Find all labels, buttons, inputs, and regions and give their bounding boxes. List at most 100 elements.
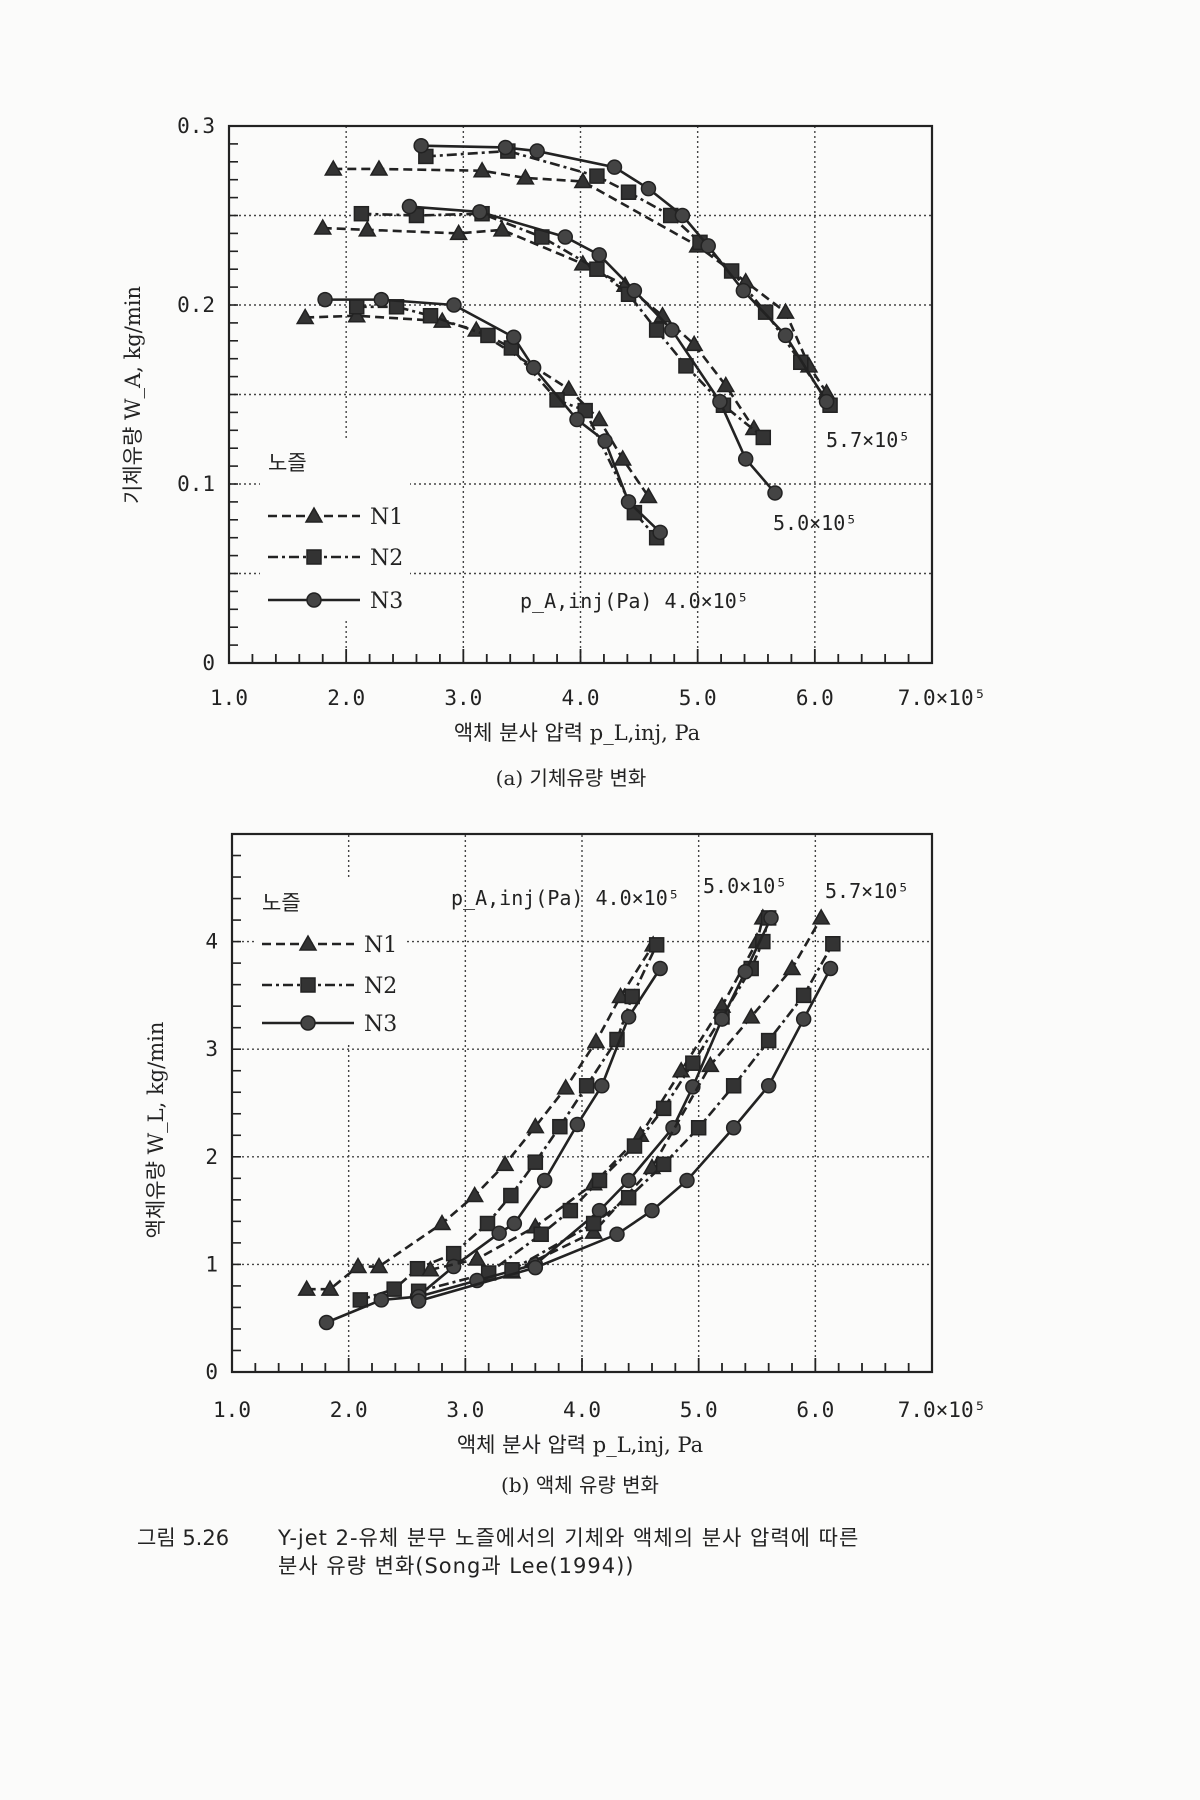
x-tick-label: 3.0 bbox=[446, 1398, 484, 1422]
x-tick-label: 3.0 bbox=[444, 686, 482, 710]
pressure-annotation: p_A,inj(Pa) 4.0×10⁵ bbox=[451, 886, 680, 910]
data-point bbox=[591, 1172, 608, 1189]
data-point bbox=[525, 359, 542, 376]
panel-label: (b) 액체 유량 변화 bbox=[501, 1473, 659, 1497]
data-point bbox=[811, 908, 831, 925]
data-point bbox=[347, 306, 367, 323]
data-point bbox=[760, 1078, 777, 1094]
data-point bbox=[609, 1226, 625, 1243]
data-point bbox=[818, 393, 835, 410]
data-point bbox=[557, 229, 574, 245]
series-line bbox=[421, 144, 828, 403]
data-point bbox=[620, 494, 637, 510]
data-point bbox=[725, 1078, 742, 1094]
legend-title: 노즐 bbox=[262, 891, 301, 915]
data-point bbox=[578, 1078, 595, 1094]
series-line bbox=[359, 944, 658, 1302]
y-tick-label: 1 bbox=[205, 1252, 218, 1276]
data-point bbox=[620, 1172, 637, 1189]
pressure-annotation: 5.7×10⁵ bbox=[826, 428, 910, 452]
data-point bbox=[644, 1202, 660, 1219]
legend: 노즐 N1 N2 N3 bbox=[254, 880, 404, 1043]
data-point bbox=[479, 1215, 496, 1232]
legend: 노즐 N1 N2 N3 bbox=[260, 440, 410, 620]
data-point bbox=[655, 1100, 672, 1117]
data-point bbox=[467, 1249, 487, 1266]
x-axis-label: 액체 분사 압력 p_L,inj, Pa bbox=[454, 721, 700, 745]
data-point bbox=[585, 1215, 602, 1232]
series-n2 bbox=[504, 936, 841, 1278]
data-point bbox=[655, 1156, 672, 1173]
data-point bbox=[369, 1257, 389, 1274]
series-n1 bbox=[295, 306, 658, 504]
data-point bbox=[757, 304, 774, 320]
legend-title: 노즐 bbox=[268, 451, 307, 475]
data-point bbox=[556, 1078, 575, 1095]
data-point bbox=[620, 1189, 637, 1206]
legend-marker bbox=[304, 506, 324, 523]
data-point bbox=[589, 261, 605, 277]
data-point bbox=[533, 1226, 549, 1243]
data-point bbox=[446, 297, 462, 313]
data-point bbox=[492, 220, 512, 237]
figure-number: 그림 5.26 bbox=[137, 1526, 230, 1550]
legend-label: N1 bbox=[370, 505, 403, 530]
data-point bbox=[318, 1314, 335, 1331]
data-point bbox=[552, 1118, 568, 1135]
y-tick-label: 0.2 bbox=[177, 293, 215, 317]
data-point bbox=[495, 1154, 515, 1172]
data-point bbox=[767, 485, 783, 501]
data-point bbox=[684, 334, 704, 352]
data-point bbox=[589, 168, 605, 184]
series-n3 bbox=[410, 960, 839, 1309]
data-point bbox=[624, 988, 640, 1005]
data-point bbox=[506, 1215, 523, 1232]
data-point bbox=[465, 1186, 484, 1203]
x-tick-label: 5.0 bbox=[680, 1398, 718, 1422]
data-point bbox=[737, 963, 754, 980]
x-tick-label: 7.0×10⁵ bbox=[898, 1398, 987, 1422]
data-point bbox=[648, 322, 665, 338]
series-line bbox=[333, 167, 828, 394]
data-point bbox=[569, 411, 585, 428]
data-point bbox=[386, 1281, 402, 1297]
data-point bbox=[480, 327, 496, 344]
x-tick-label: 1.0 bbox=[210, 686, 248, 710]
y-tick-label: 0.1 bbox=[177, 472, 215, 496]
data-point bbox=[410, 1293, 427, 1309]
legend-marker bbox=[300, 977, 316, 993]
data-point bbox=[527, 1154, 544, 1170]
data-point bbox=[317, 291, 333, 308]
data-point bbox=[777, 327, 794, 344]
series-line bbox=[361, 212, 765, 439]
x-tick-label: 6.0 bbox=[796, 686, 834, 710]
x-tick-label: 1.0 bbox=[213, 1398, 251, 1422]
legend-marker bbox=[306, 549, 322, 565]
data-point bbox=[432, 1214, 452, 1231]
data-point bbox=[503, 1187, 519, 1204]
data-point bbox=[589, 410, 609, 427]
series-line bbox=[511, 943, 834, 1271]
x-tick-label: 7.0×10⁵ bbox=[898, 686, 987, 710]
data-point bbox=[497, 139, 514, 156]
series-n2 bbox=[410, 910, 777, 1300]
y-tick-label: 2 bbox=[205, 1145, 218, 1169]
data-point bbox=[348, 299, 365, 315]
data-point bbox=[606, 159, 623, 175]
data-point bbox=[822, 960, 839, 977]
data-point bbox=[639, 487, 658, 504]
legend-marker bbox=[300, 1015, 316, 1031]
data-point bbox=[652, 960, 668, 977]
data-point bbox=[536, 1172, 553, 1189]
x-tick-label: 4.0 bbox=[562, 686, 600, 710]
data-point bbox=[413, 137, 429, 154]
legend-label: N3 bbox=[364, 1012, 397, 1037]
data-point bbox=[373, 291, 390, 308]
data-point bbox=[295, 308, 315, 325]
data-point bbox=[664, 322, 680, 338]
data-point bbox=[445, 1245, 462, 1262]
data-point bbox=[678, 358, 694, 374]
data-point bbox=[712, 393, 728, 410]
data-point bbox=[569, 1116, 586, 1133]
data-point bbox=[559, 379, 579, 396]
